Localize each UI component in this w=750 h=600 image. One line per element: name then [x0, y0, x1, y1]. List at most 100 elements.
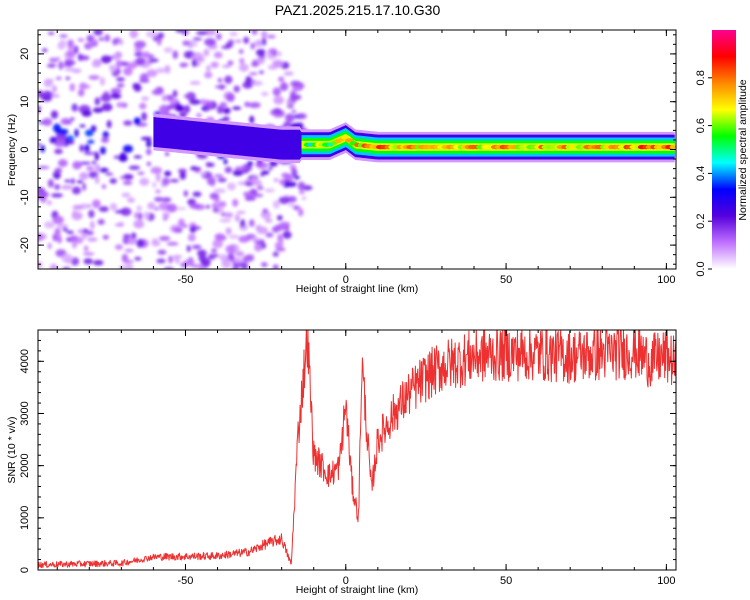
snr-xtick-label: 0 — [343, 575, 349, 587]
heatmap-cell — [227, 39, 235, 45]
heatmap-cell — [114, 223, 124, 227]
heatmap-cell — [88, 209, 95, 219]
heatmap-cell — [123, 264, 134, 269]
heatmap-cell — [57, 236, 63, 244]
chart-title: PAZ1.2025.215.17.10.G30 — [274, 2, 441, 18]
heatmap-cell — [166, 203, 178, 213]
heatmap-cell — [154, 207, 159, 211]
snr-ytick-label: 1000 — [19, 506, 31, 530]
heatmap-cell — [251, 62, 260, 67]
heatmap-cell — [145, 30, 158, 38]
heatmap-cell — [200, 258, 211, 267]
heatmap-cell — [196, 30, 209, 36]
heatmap-cell — [285, 113, 295, 123]
heatmap-cell — [71, 211, 83, 221]
spectrogram-xlabel: Height of straight line (km) — [296, 283, 419, 295]
heatmap-cell — [123, 120, 133, 126]
heatmap-cell — [70, 257, 80, 266]
heatmap-cell — [206, 64, 211, 72]
heatmap-cell — [221, 64, 231, 68]
heatmap-cell — [156, 241, 161, 246]
heatmap-cell — [216, 33, 222, 41]
heatmap-cell — [127, 197, 135, 203]
heatmap-cell — [283, 71, 294, 76]
heatmap-cell — [191, 244, 202, 250]
heatmap-cell — [48, 58, 59, 63]
heatmap-cell — [106, 120, 112, 129]
heatmap-cell — [250, 237, 261, 242]
heatmap-cell — [189, 203, 201, 209]
heatmap-cell — [197, 264, 205, 269]
spectrogram-ytick-label: 0 — [19, 146, 31, 152]
heatmap-cell — [174, 206, 187, 211]
heatmap-cell — [226, 93, 235, 102]
heatmap-cell — [135, 57, 146, 66]
heatmap-cell — [134, 51, 144, 57]
heatmap-cell — [146, 161, 151, 166]
heatmap-cell — [290, 91, 297, 99]
heatmap-cell — [183, 259, 195, 265]
heatmap-cell — [162, 212, 170, 219]
heatmap-cell — [161, 197, 172, 203]
heatmap-cell — [49, 136, 58, 144]
spectrogram-xtick-label: -50 — [178, 274, 194, 286]
heatmap-cell — [92, 60, 100, 68]
heatmap-cell — [222, 107, 231, 114]
heatmap-cell — [82, 252, 95, 256]
heatmap-cell — [134, 40, 146, 49]
heatmap-cell — [175, 30, 185, 33]
heatmap-cell — [217, 77, 223, 83]
heatmap-cell — [210, 61, 219, 69]
heatmap-cell — [50, 193, 63, 198]
snr-xtick-label: 50 — [500, 575, 512, 587]
heatmap-cell — [52, 123, 62, 133]
heatmap-cell — [59, 128, 69, 135]
heatmap-cell — [168, 255, 174, 264]
heatmap-cell — [137, 171, 145, 175]
heatmap-cell — [139, 102, 147, 110]
heatmap-cell — [298, 208, 304, 217]
heatmap-cell — [51, 94, 60, 98]
heatmap-cell — [234, 214, 240, 223]
heatmap-cell — [214, 199, 220, 206]
heatmap-cell — [56, 226, 62, 230]
heatmap-cell — [77, 89, 85, 97]
heatmap-cell — [114, 244, 123, 251]
heatmap-cell — [210, 248, 218, 253]
heatmap-cell — [47, 179, 54, 188]
heatmap-cell — [105, 172, 114, 176]
heatmap-cell — [207, 162, 215, 167]
heatmap-cell — [204, 30, 217, 36]
colorbar: 0.0 0.2 0.4 0.6 0.8 Normalized spectral ampl… — [695, 30, 749, 277]
spectrogram-ticks: -50 0 50 100 -20 -10 0 10 20 — [19, 30, 676, 286]
heatmap-cell — [116, 83, 125, 88]
heatmap-cell — [161, 94, 168, 102]
heatmap-cell — [116, 77, 125, 82]
colorbar-tick-label: 0.4 — [695, 166, 707, 181]
heatmap-cell — [177, 218, 185, 228]
heatmap-cell — [245, 75, 252, 85]
spectrogram-ylabel: Frequency (Hz) — [6, 114, 18, 186]
heatmap-cell — [61, 253, 73, 263]
heatmap-cell — [204, 71, 213, 79]
heatmap-cell — [251, 176, 258, 186]
heatmap-cell — [164, 151, 170, 157]
colorbar-tick-label: 0.0 — [695, 261, 707, 276]
heatmap-cell — [265, 232, 274, 238]
heatmap-cell — [218, 253, 227, 260]
heatmap-cell — [122, 259, 134, 264]
heatmap-cell — [236, 210, 246, 215]
heatmap-cell — [67, 39, 74, 48]
heatmap-cell — [102, 234, 109, 240]
heatmap-cell — [238, 235, 250, 243]
heatmap-cell — [278, 76, 285, 83]
heatmap-cell — [182, 40, 191, 46]
heatmap-cell — [54, 183, 61, 191]
heatmap-cell — [143, 211, 150, 220]
heatmap-cell — [131, 232, 137, 239]
heatmap-cell — [275, 247, 286, 252]
heatmap-cell — [128, 165, 141, 170]
heatmap-cell — [179, 111, 187, 118]
heatmap-cell — [293, 205, 300, 210]
heatmap-cell — [87, 237, 98, 242]
